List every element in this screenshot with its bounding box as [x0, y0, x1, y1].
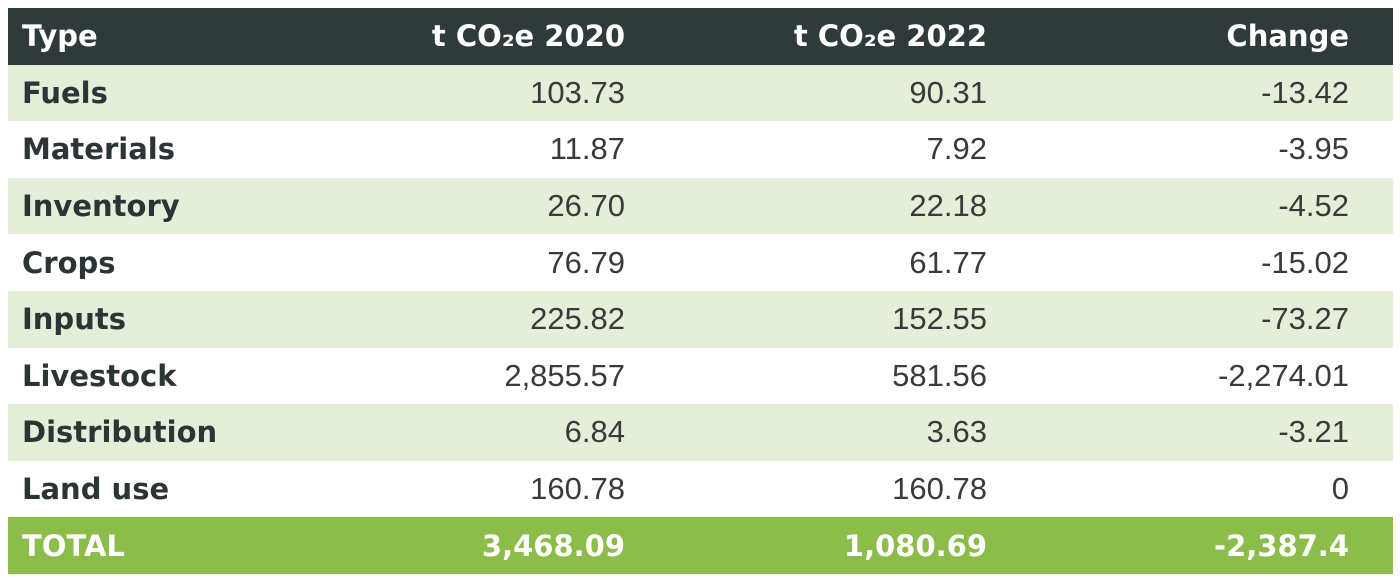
- row-label: Type: [22, 19, 98, 54]
- row-label: Livestock: [22, 358, 177, 393]
- cell-value: -4.52: [1278, 188, 1349, 224]
- cell-value: 103.73: [530, 74, 625, 110]
- row-label: TOTAL: [22, 528, 125, 563]
- data-row: Livestock 2,855.57 581.56 -2,274.01: [8, 347, 1393, 405]
- data-row: Distribution 6.84 3.63 -3.21: [8, 404, 1393, 461]
- cell-value: 76.79: [547, 244, 625, 280]
- row-label: Crops: [22, 245, 116, 280]
- cell-value: Change: [1226, 19, 1349, 54]
- row-label: Materials: [22, 132, 175, 167]
- data-row: Fuels 103.73 90.31 -13.42: [8, 64, 1393, 122]
- cell-value: 0: [1331, 471, 1349, 507]
- data-row: Crops 76.79 61.77 -15.02: [8, 234, 1393, 291]
- data-row: Land use 160.78 160.78 0: [8, 460, 1393, 518]
- cell-value: 3,468.09: [481, 528, 625, 563]
- cell-value: 90.31: [909, 74, 987, 110]
- cell-value: 1,080.69: [843, 528, 987, 563]
- cell-value: -13.42: [1261, 74, 1349, 110]
- emissions-table: Type t CO₂e 2020 t CO₂e 2022 Change Fuels 103…: [8, 8, 1393, 574]
- total-row: TOTAL 3,468.09 1,080.69 -2,387.4: [8, 517, 1393, 574]
- cell-value: -2,387.4: [1214, 528, 1349, 563]
- cell-value: t CO₂e 2020: [431, 19, 625, 54]
- cell-value: -3.21: [1278, 414, 1349, 450]
- cell-value: -3.95: [1278, 131, 1349, 167]
- row-label: Land use: [22, 472, 170, 507]
- data-row: Inputs 225.82 152.55 -73.27: [8, 290, 1393, 348]
- data-row: Materials 11.87 7.92 -3.95: [8, 121, 1393, 178]
- cell-value: 581.56: [892, 357, 987, 393]
- row-label: Distribution: [22, 415, 218, 450]
- cell-value: -2,274.01: [1218, 357, 1349, 393]
- cell-value: 11.87: [549, 131, 625, 167]
- cell-value: 160.78: [892, 471, 987, 507]
- row-label: Fuels: [22, 75, 108, 110]
- cell-value: 22.18: [909, 188, 987, 224]
- cell-value: 7.92: [926, 131, 987, 167]
- cell-value: -15.02: [1261, 244, 1349, 280]
- row-label: Inputs: [22, 302, 126, 337]
- cell-value: 3.63: [926, 414, 987, 450]
- cell-value: 61.77: [909, 244, 987, 280]
- header-row: Type t CO₂e 2020 t CO₂e 2022 Change: [8, 8, 1393, 65]
- cell-value: 160.78: [530, 471, 625, 507]
- cell-value: 225.82: [530, 301, 625, 337]
- cell-value: -73.27: [1261, 301, 1349, 337]
- cell-value: t CO₂e 2022: [793, 19, 987, 54]
- data-row: Inventory 26.70 22.18 -4.52: [8, 177, 1393, 235]
- cell-value: 152.55: [892, 301, 987, 337]
- cell-value: 2,855.57: [504, 357, 625, 393]
- cell-value: 6.84: [564, 414, 625, 450]
- cell-value: 26.70: [547, 188, 625, 224]
- row-label: Inventory: [22, 189, 180, 224]
